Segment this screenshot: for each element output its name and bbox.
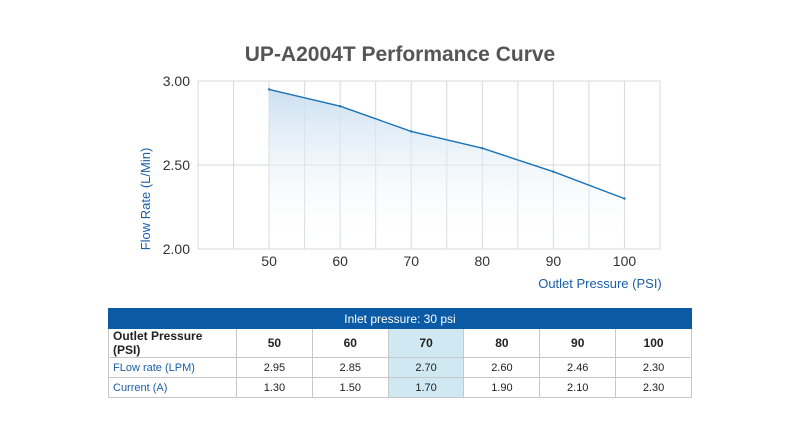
table-header-label: Outlet Pressure (PSI) — [108, 328, 237, 358]
table-cell: 2.70 — [387, 357, 465, 378]
table-cell: 2.95 — [236, 357, 313, 378]
x-tick-label: 90 — [546, 253, 562, 269]
table-cell: 2.85 — [311, 357, 389, 378]
table-row-label: FLow rate (LPM) — [108, 357, 237, 378]
y-tick-label: 3.00 — [163, 73, 190, 89]
table-row: Current (A) 1.30 1.50 1.70 1.90 2.10 2.30 — [108, 377, 692, 398]
y-tick-label: 2.00 — [163, 241, 190, 257]
data-point — [267, 88, 271, 91]
data-point — [410, 130, 413, 133]
table-cell: 1.90 — [463, 377, 541, 398]
table-cell: 1.30 — [236, 377, 313, 398]
performance-table: Inlet pressure: 30 psi Outlet Pressure (P… — [108, 308, 692, 398]
table-caption-row: Inlet pressure: 30 psi — [108, 308, 692, 329]
data-point — [338, 105, 342, 108]
data-point — [481, 147, 484, 150]
y-tick-label: 2.50 — [163, 157, 190, 173]
x-tick-label: 100 — [613, 253, 637, 269]
table-row: FLow rate (LPM) 2.95 2.85 2.70 2.60 2.46 2.30 — [108, 357, 692, 378]
x-tick-label: 50 — [261, 253, 277, 269]
table-header-row: Outlet Pressure (PSI) 50 60 70 80 90 100 — [108, 328, 692, 358]
table-caption: Inlet pressure: 30 psi — [108, 308, 692, 329]
x-tick-label: 60 — [332, 253, 348, 269]
table-column-header: 50 — [236, 328, 313, 358]
chart-title: UP-A2004T Performance Curve — [244, 43, 556, 66]
table-column-header: 70 — [387, 328, 465, 358]
series-area — [269, 89, 625, 250]
x-axis-label: Outlet Pressure (PSI) — [538, 276, 662, 291]
table-cell: 2.10 — [539, 377, 617, 398]
y-axis-label: Flow Rate (L/Min) — [138, 148, 153, 251]
table-column-header: 90 — [539, 328, 617, 358]
table-cell: 2.60 — [463, 357, 541, 378]
table-column-header: 60 — [311, 328, 389, 358]
series-line — [268, 88, 625, 200]
table-row-label: Current (A) — [108, 377, 237, 398]
table-cell: 1.50 — [311, 377, 389, 398]
data-point — [623, 197, 626, 200]
x-tick-label: 80 — [475, 253, 491, 269]
chart-plot: 2.00 2.50 3.00 50 60 70 80 90 100 Outlet Pressur… — [138, 73, 662, 291]
x-tick-label: 70 — [403, 253, 419, 269]
table-cell: 2.30 — [615, 357, 692, 378]
table-column-header: 80 — [463, 328, 541, 358]
data-point — [552, 170, 555, 173]
table-cell: 2.46 — [539, 357, 617, 378]
table-cell: 2.30 — [615, 377, 692, 398]
table-column-header: 100 — [615, 328, 692, 358]
table-cell: 1.70 — [387, 377, 465, 398]
